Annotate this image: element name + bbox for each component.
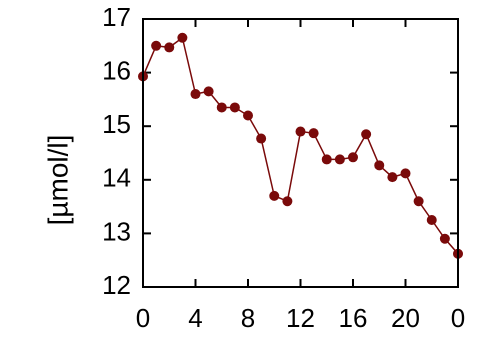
series-layer — [138, 32, 463, 259]
data-point — [334, 154, 345, 165]
data-point — [374, 160, 385, 171]
data-point — [256, 133, 267, 144]
data-point — [348, 152, 358, 163]
x-tick-label: 0 — [451, 303, 465, 333]
data-point — [282, 196, 293, 207]
data-point — [164, 42, 175, 53]
y-tick-label: 17 — [102, 2, 131, 32]
series-line — [142, 36, 459, 255]
x-tick-label: 8 — [241, 303, 255, 333]
data-point — [361, 129, 372, 140]
y-axis-label: [µmol/l] — [42, 135, 73, 226]
data-point — [151, 40, 162, 51]
x-axis-ticks: 0 4 8 12 16 20 0 — [136, 19, 465, 333]
y-tick-label: 15 — [102, 109, 131, 139]
y-tick-label: 13 — [102, 216, 131, 246]
data-point — [269, 190, 280, 201]
data-point — [216, 102, 227, 113]
y-axis-ticks: 12 13 14 15 16 17 — [102, 2, 458, 300]
data-point — [243, 110, 253, 121]
x-tick-label: 16 — [339, 303, 368, 333]
data-point — [190, 89, 201, 100]
data-point — [439, 233, 450, 244]
y-tick-label: 16 — [102, 55, 131, 85]
data-point — [413, 196, 424, 207]
x-tick-label: 12 — [286, 303, 315, 333]
data-point — [295, 126, 306, 137]
data-point — [321, 154, 332, 165]
x-tick-label: 0 — [136, 303, 150, 333]
data-point — [387, 172, 398, 183]
data-point — [400, 168, 411, 179]
x-tick-label: 20 — [391, 303, 420, 333]
y-tick-label: 14 — [102, 163, 131, 193]
data-point — [229, 102, 240, 113]
data-point — [308, 128, 319, 139]
y-tick-label: 12 — [102, 270, 131, 300]
data-point — [203, 86, 214, 97]
plot-frame — [142, 18, 459, 288]
x-tick-label: 4 — [188, 303, 202, 333]
data-point — [426, 215, 437, 225]
data-point — [177, 32, 188, 43]
